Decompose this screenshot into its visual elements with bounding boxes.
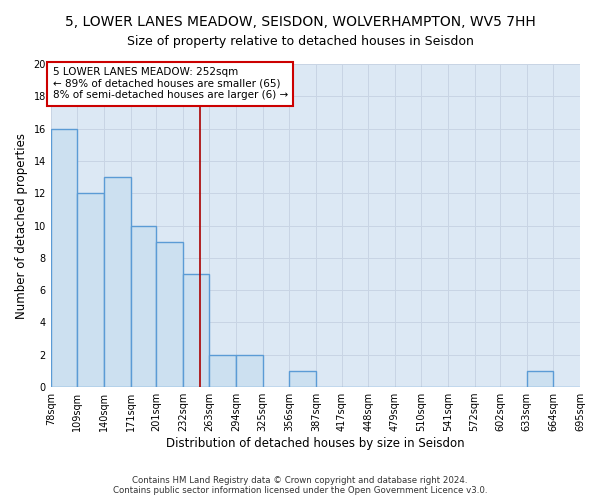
X-axis label: Distribution of detached houses by size in Seisdon: Distribution of detached houses by size … bbox=[166, 437, 465, 450]
Bar bbox=[51, 128, 77, 387]
Bar bbox=[236, 355, 263, 387]
Bar bbox=[209, 355, 236, 387]
Text: 5 LOWER LANES MEADOW: 252sqm
← 89% of detached houses are smaller (65)
8% of sem: 5 LOWER LANES MEADOW: 252sqm ← 89% of de… bbox=[53, 67, 288, 100]
Text: Contains HM Land Registry data © Crown copyright and database right 2024.
Contai: Contains HM Land Registry data © Crown c… bbox=[113, 476, 487, 495]
Bar bbox=[131, 226, 156, 387]
Bar bbox=[77, 193, 104, 387]
Text: Size of property relative to detached houses in Seisdon: Size of property relative to detached ho… bbox=[127, 35, 473, 48]
Bar bbox=[156, 242, 183, 387]
Bar bbox=[104, 177, 131, 387]
Bar bbox=[289, 371, 316, 387]
Bar bbox=[527, 371, 553, 387]
Text: 5, LOWER LANES MEADOW, SEISDON, WOLVERHAMPTON, WV5 7HH: 5, LOWER LANES MEADOW, SEISDON, WOLVERHA… bbox=[65, 15, 535, 29]
Y-axis label: Number of detached properties: Number of detached properties bbox=[15, 132, 28, 318]
Bar bbox=[183, 274, 209, 387]
